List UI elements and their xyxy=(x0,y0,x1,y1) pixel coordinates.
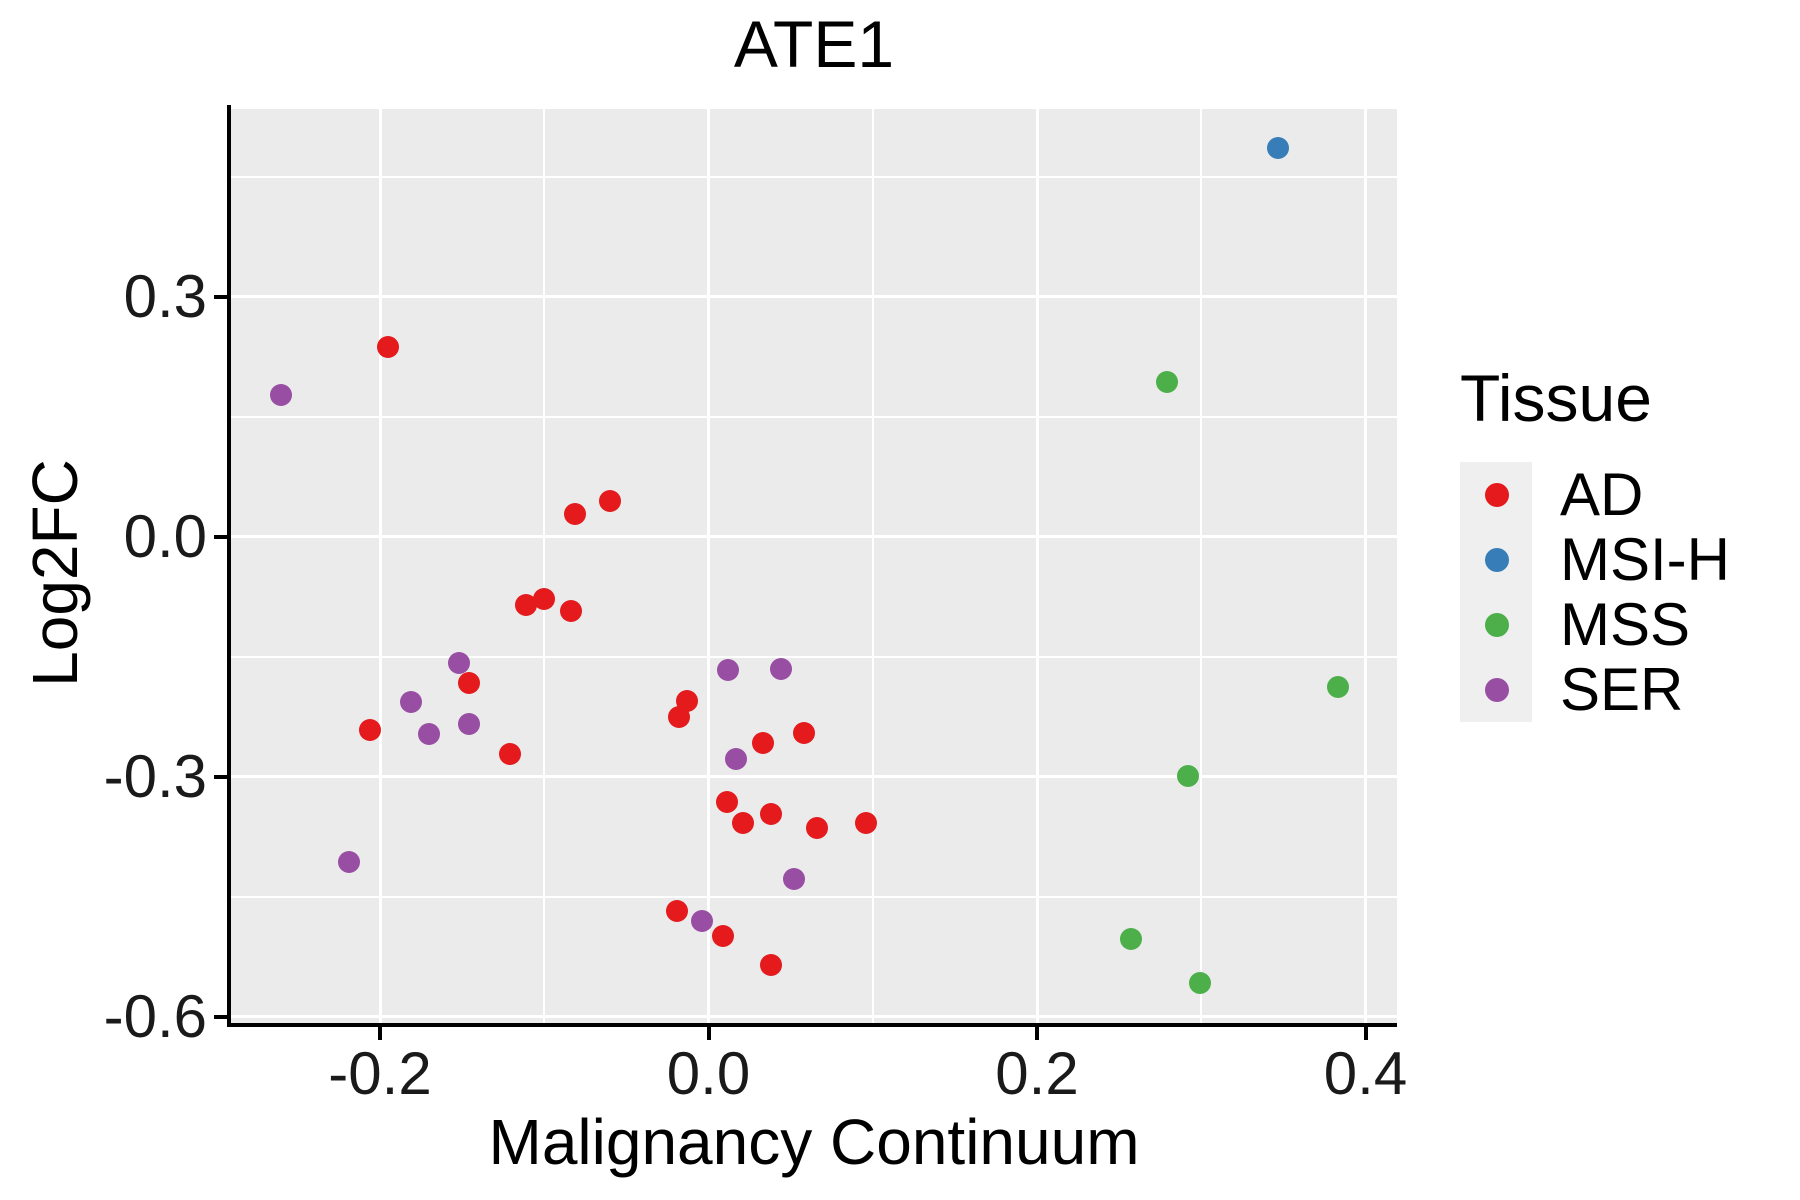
x-major-gridline xyxy=(378,109,382,1023)
data-point-ad xyxy=(559,600,582,623)
y-tick-mark xyxy=(214,534,227,539)
legend-entry: MSI-H xyxy=(1460,527,1730,592)
data-point-mss xyxy=(1155,371,1178,394)
data-point-ser xyxy=(447,652,470,675)
legend-key-dot xyxy=(1485,613,1509,637)
x-minor-gridline xyxy=(871,109,874,1023)
legend-label: SER xyxy=(1560,656,1684,723)
x-tick-label: 0.2 xyxy=(995,1040,1079,1107)
x-tick-mark xyxy=(1363,1027,1368,1040)
y-tick-label: 0.3 xyxy=(123,262,207,330)
data-point-ad xyxy=(759,953,782,976)
data-point-ser xyxy=(725,748,748,771)
plot-title: ATE1 xyxy=(733,7,895,81)
data-point-ad xyxy=(564,503,587,526)
data-point-ad xyxy=(751,732,774,755)
data-point-ad xyxy=(712,924,735,947)
x-tick-label: 0.0 xyxy=(666,1040,751,1107)
data-point-ad xyxy=(666,900,689,923)
y-tick-label: -0.6 xyxy=(103,982,207,1050)
x-minor-gridline xyxy=(1200,109,1203,1023)
legend-key-dot xyxy=(1485,483,1509,507)
data-point-ad xyxy=(855,812,878,835)
x-axis-line xyxy=(227,1023,1397,1027)
y-minor-gridline xyxy=(231,175,1397,178)
data-point-ad xyxy=(805,816,828,839)
data-point-ad xyxy=(667,705,690,728)
x-major-gridline xyxy=(1035,109,1039,1023)
data-point-ser xyxy=(769,657,792,680)
legend-label: AD xyxy=(1560,461,1644,528)
legend-title: Tissue xyxy=(1460,361,1652,435)
data-point-ser xyxy=(418,723,441,746)
x-tick-label: 0.4 xyxy=(1323,1040,1408,1107)
legend-entries: AD MSI-H MSS SER xyxy=(1460,462,1730,722)
y-tick-label: 0.0 xyxy=(123,502,207,570)
y-major-gridline xyxy=(231,775,1397,779)
plot-panel xyxy=(231,109,1397,1023)
data-point-mss xyxy=(1326,676,1349,699)
data-point-ad xyxy=(731,812,754,835)
x-minor-gridline xyxy=(543,109,546,1023)
data-point-ser xyxy=(717,659,740,682)
data-point-ad xyxy=(359,718,382,741)
y-tick-label: -0.3 xyxy=(103,742,207,810)
data-point-ser xyxy=(400,690,423,713)
data-point-ser xyxy=(690,909,713,932)
y-minor-gridline xyxy=(231,655,1397,658)
data-point-mss xyxy=(1188,972,1211,995)
x-tick-mark xyxy=(378,1027,382,1040)
legend-key-dot xyxy=(1485,548,1509,572)
legend-key-dot xyxy=(1485,678,1509,702)
x-tick-mark xyxy=(706,1027,711,1040)
y-minor-gridline xyxy=(231,415,1397,418)
y-major-gridline xyxy=(231,295,1397,299)
y-tick-mark xyxy=(214,774,227,779)
legend-label: MSI-H xyxy=(1560,526,1730,593)
data-point-ser xyxy=(782,868,805,891)
data-point-ad xyxy=(598,489,621,512)
data-point-ad xyxy=(377,336,400,359)
data-point-mss xyxy=(1177,764,1200,787)
data-point-ad xyxy=(515,593,538,616)
legend-label: MSS xyxy=(1560,591,1691,658)
data-point-ad xyxy=(715,790,738,813)
data-point-ad xyxy=(457,672,480,695)
y-major-gridline xyxy=(231,535,1397,539)
legend-entry: SER xyxy=(1460,657,1683,722)
data-point-ad xyxy=(533,588,556,611)
y-axis-line xyxy=(227,105,231,1027)
y-major-gridline xyxy=(231,1015,1397,1019)
data-point-ser xyxy=(270,384,293,407)
legend: Tissue AD MSI-H MSS SER xyxy=(1460,360,1730,722)
data-point-ser xyxy=(337,850,360,873)
data-point-ser xyxy=(457,712,480,735)
x-tick-mark xyxy=(1035,1027,1039,1040)
data-point-ad xyxy=(498,742,521,765)
data-point-ad xyxy=(792,721,815,744)
x-major-gridline xyxy=(707,109,710,1023)
x-axis-title: Malignancy Continuum xyxy=(488,1106,1140,1178)
y-tick-mark xyxy=(214,1014,227,1019)
y-minor-gridline xyxy=(231,895,1397,898)
data-point-mss xyxy=(1119,928,1142,951)
x-major-gridline xyxy=(1364,109,1367,1023)
x-tick-label: -0.2 xyxy=(328,1040,432,1107)
y-tick-mark xyxy=(214,294,227,299)
data-point-msi-h xyxy=(1267,136,1290,159)
legend-entry: AD xyxy=(1460,462,1652,527)
legend-entry: MSS xyxy=(1460,592,1690,657)
data-point-ad xyxy=(759,802,782,825)
